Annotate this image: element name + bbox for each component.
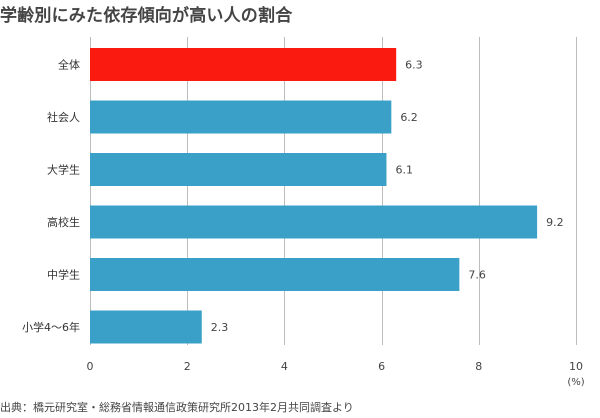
chart-title: 学齢別にみた依存傾向が高い人の割合	[0, 6, 293, 26]
data-labels: 6.3 6.2 6.1 9.2 7.6 2.3	[211, 59, 564, 335]
x-tick-label: 6	[378, 360, 385, 373]
x-tick-label: 4	[281, 360, 288, 373]
data-label: 2.3	[211, 321, 229, 334]
x-tick-label: 2	[184, 360, 191, 373]
x-tick-label: 8	[475, 360, 482, 373]
data-label: 7.6	[468, 269, 486, 282]
bars	[90, 48, 538, 344]
category-label: 社会人	[47, 110, 80, 124]
category-label: 中学生	[47, 268, 80, 282]
x-axis-ticks: 0 2 4 6 8 10	[87, 360, 584, 373]
bar	[90, 153, 387, 186]
bar	[90, 258, 460, 291]
x-axis-unit-label: (%)	[567, 377, 584, 388]
bar	[90, 205, 538, 239]
data-label: 6.1	[395, 164, 413, 177]
category-label: 小学4〜6年	[22, 320, 80, 334]
category-label: 大学生	[47, 163, 80, 177]
bar	[90, 310, 202, 344]
source-note: 出典：橋元研究室・総務省情報通信政策研究所2013年2月共同調査より	[0, 401, 354, 414]
data-label: 9.2	[546, 216, 564, 229]
category-label: 高校生	[47, 215, 80, 229]
bar	[90, 48, 397, 81]
gridlines	[90, 37, 577, 345]
data-label: 6.2	[400, 111, 418, 124]
category-label: 全体	[58, 58, 80, 72]
x-tick-label: 10	[569, 360, 583, 373]
data-label: 6.3	[405, 59, 423, 72]
bar	[90, 100, 392, 134]
x-tick-label: 0	[87, 360, 94, 373]
